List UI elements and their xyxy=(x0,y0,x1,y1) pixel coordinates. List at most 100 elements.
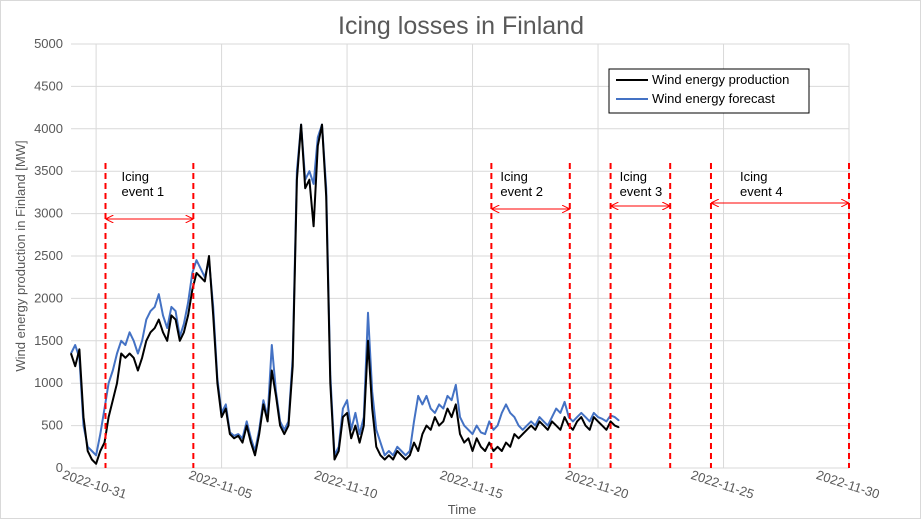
data-point xyxy=(610,420,612,422)
data-point xyxy=(446,408,449,410)
data-point xyxy=(555,408,557,410)
y-tick-label: 3500 xyxy=(34,163,63,178)
series-line xyxy=(70,123,620,457)
data-point xyxy=(505,442,507,444)
data-point xyxy=(543,420,545,422)
data-point xyxy=(237,435,239,437)
event-label-line2: event 2 xyxy=(500,184,543,199)
data-point xyxy=(375,446,377,448)
data-point xyxy=(124,344,126,346)
y-tick-label: 1000 xyxy=(34,375,63,390)
data-point xyxy=(518,425,520,427)
data-point xyxy=(564,416,566,418)
data-point xyxy=(78,348,80,350)
data-point xyxy=(480,431,482,433)
data-point xyxy=(292,365,294,367)
data-point xyxy=(597,420,599,422)
data-point xyxy=(421,433,423,435)
data-point xyxy=(145,319,147,321)
data-point xyxy=(522,429,524,431)
data-point xyxy=(396,446,398,448)
data-point xyxy=(559,429,562,431)
data-point xyxy=(593,416,595,418)
data-point xyxy=(233,437,235,439)
data-point xyxy=(530,420,532,422)
data-point xyxy=(538,420,541,422)
data-point xyxy=(195,272,198,274)
data-point xyxy=(229,433,231,435)
data-point xyxy=(538,416,541,418)
data-point xyxy=(170,306,172,308)
data-point xyxy=(141,340,143,342)
y-tick-label: 4500 xyxy=(34,78,63,93)
data-point xyxy=(74,365,76,367)
x-tick-label: 2022-11-05 xyxy=(187,467,254,502)
data-point xyxy=(129,352,131,355)
data-point xyxy=(471,433,474,435)
legend-label-forecast: Wind energy forecast xyxy=(652,91,775,106)
data-point xyxy=(116,352,118,355)
data-point xyxy=(166,327,168,329)
data-point xyxy=(95,463,97,465)
data-point xyxy=(346,412,348,414)
data-point xyxy=(492,429,495,431)
y-tick-label: 4000 xyxy=(34,121,63,136)
x-tick-label: 2022-10-31 xyxy=(61,467,129,502)
data-point xyxy=(204,280,206,282)
data-point xyxy=(329,382,331,384)
data-point xyxy=(187,302,189,304)
data-point xyxy=(287,425,290,427)
data-point xyxy=(589,429,591,431)
data-point xyxy=(551,416,553,418)
data-point xyxy=(555,425,557,427)
data-point xyxy=(559,412,562,414)
data-point xyxy=(580,416,582,418)
data-point xyxy=(87,450,89,452)
data-point xyxy=(271,344,273,346)
y-tick-label: 3000 xyxy=(34,206,63,221)
data-point xyxy=(359,442,361,444)
data-point xyxy=(618,419,620,422)
data-point xyxy=(384,458,386,461)
data-point xyxy=(459,433,461,435)
data-point xyxy=(120,340,122,342)
data-point xyxy=(82,416,85,418)
data-point xyxy=(187,314,189,316)
data-point xyxy=(417,395,419,397)
data-point xyxy=(129,331,131,333)
data-point xyxy=(601,418,603,420)
data-point xyxy=(342,408,344,410)
data-point xyxy=(526,429,528,431)
data-point xyxy=(400,450,402,452)
data-point xyxy=(149,310,152,312)
event-label-line2: event 3 xyxy=(620,184,663,199)
data-point xyxy=(308,179,310,181)
data-point xyxy=(145,340,147,342)
legend: Wind energy production Wind energy forec… xyxy=(608,68,810,114)
data-point xyxy=(300,124,302,126)
data-point xyxy=(388,450,390,452)
data-point xyxy=(137,369,139,372)
y-tick-label: 5000 xyxy=(34,36,63,51)
data-point xyxy=(112,399,114,401)
data-point xyxy=(354,425,356,427)
data-point xyxy=(413,442,415,444)
data-point xyxy=(484,450,486,452)
data-point xyxy=(605,429,608,431)
data-point xyxy=(518,437,520,439)
data-point xyxy=(158,293,160,295)
data-point xyxy=(120,352,122,355)
data-point xyxy=(451,399,453,401)
data-point xyxy=(108,416,110,418)
data-point xyxy=(183,331,185,333)
data-point xyxy=(589,420,591,422)
data-point xyxy=(296,179,298,181)
data-point xyxy=(133,357,135,359)
data-point xyxy=(304,187,306,189)
data-point xyxy=(367,312,369,314)
data-point xyxy=(446,395,449,397)
data-point xyxy=(379,454,382,456)
x-tick-label: 2022-11-15 xyxy=(438,467,505,502)
data-point xyxy=(547,425,549,427)
